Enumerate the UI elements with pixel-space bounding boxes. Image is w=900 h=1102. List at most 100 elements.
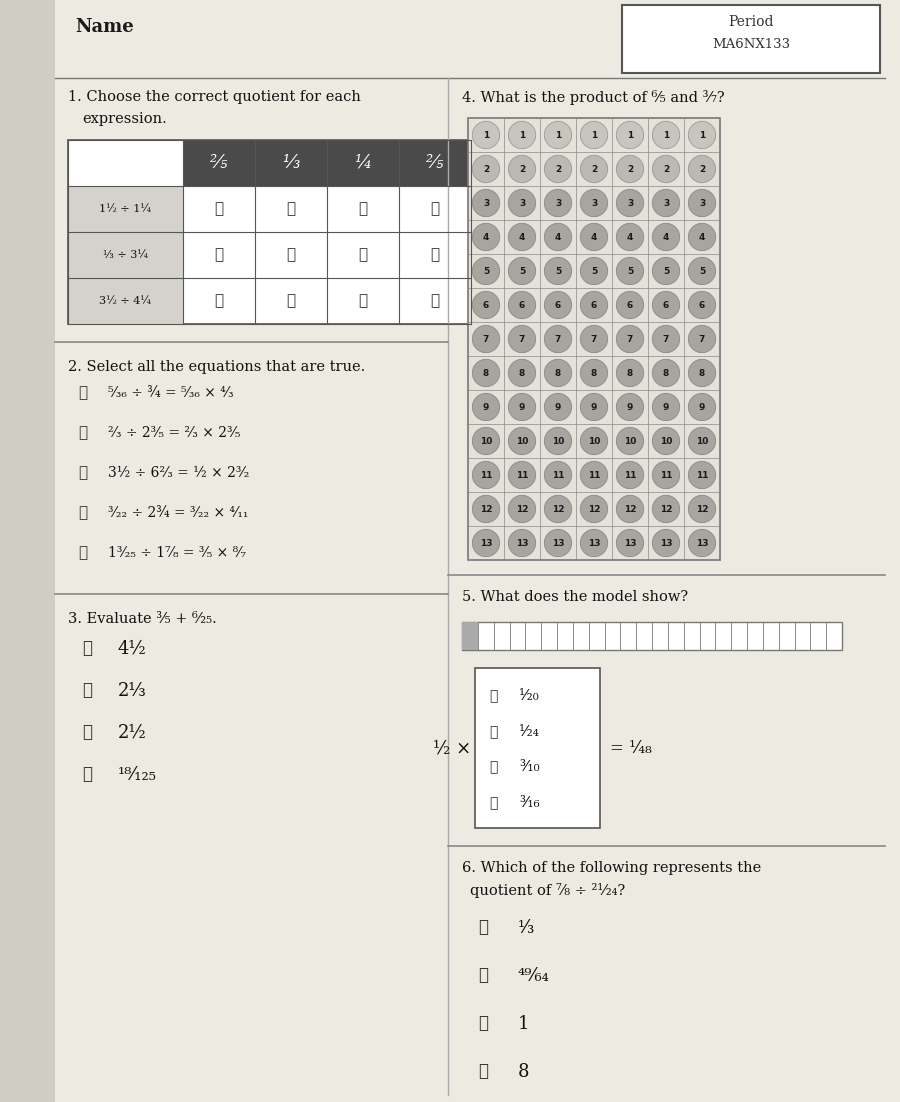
Circle shape <box>508 291 536 318</box>
Text: 9: 9 <box>482 402 490 411</box>
Text: 5: 5 <box>483 267 489 276</box>
Bar <box>475 668 600 828</box>
Text: 6: 6 <box>483 301 489 310</box>
Circle shape <box>652 325 680 353</box>
Text: 4: 4 <box>662 233 670 241</box>
Text: Ⓑ: Ⓑ <box>478 966 488 984</box>
Text: 11: 11 <box>552 471 564 479</box>
Circle shape <box>652 155 680 183</box>
Text: 8: 8 <box>627 368 633 378</box>
Text: 5: 5 <box>555 267 561 276</box>
Text: 1³⁄₂₅ ÷ 1⁷⁄₈ = ³⁄₅ × ⁸⁄₇: 1³⁄₂₅ ÷ 1⁷⁄₈ = ³⁄₅ × ⁸⁄₇ <box>108 545 246 560</box>
Circle shape <box>688 291 716 318</box>
Bar <box>622 6 880 73</box>
Text: ¼: ¼ <box>355 154 372 172</box>
Circle shape <box>544 258 572 284</box>
Text: Ⓔ: Ⓔ <box>214 248 223 262</box>
Text: 8: 8 <box>518 1063 529 1081</box>
Text: 10: 10 <box>480 436 492 445</box>
Circle shape <box>688 428 716 455</box>
Text: 2½: 2½ <box>118 724 147 742</box>
Circle shape <box>472 393 500 421</box>
Text: 1: 1 <box>483 130 489 140</box>
Text: 8: 8 <box>663 368 669 378</box>
Text: ¹⁄₂₄: ¹⁄₂₄ <box>519 725 540 738</box>
Circle shape <box>472 291 500 318</box>
Text: 5: 5 <box>663 267 669 276</box>
Circle shape <box>508 121 536 149</box>
Circle shape <box>652 291 680 318</box>
Circle shape <box>616 359 643 387</box>
Text: 4. What is the product of ⁶⁄₅ and ³⁄₇?: 4. What is the product of ⁶⁄₅ and ³⁄₇? <box>462 90 724 105</box>
Circle shape <box>472 462 500 488</box>
Text: 9: 9 <box>554 402 562 411</box>
Text: 5: 5 <box>519 267 525 276</box>
Text: 11: 11 <box>660 471 672 479</box>
Text: Ⓒ: Ⓒ <box>478 1015 488 1031</box>
Circle shape <box>616 190 643 217</box>
Text: 7: 7 <box>554 335 562 344</box>
Text: ⅓: ⅓ <box>283 154 300 172</box>
Text: quotient of ⁷⁄₈ ÷ ²¹⁄₂₄?: quotient of ⁷⁄₈ ÷ ²¹⁄₂₄? <box>470 883 626 898</box>
Text: ²⁄₃ ÷ 2³⁄₅ = ²⁄₃ × 2³⁄₅: ²⁄₃ ÷ 2³⁄₅ = ²⁄₃ × 2³⁄₅ <box>108 426 240 440</box>
Text: 12: 12 <box>516 505 528 514</box>
Circle shape <box>652 393 680 421</box>
Circle shape <box>544 190 572 217</box>
Text: 5: 5 <box>699 267 705 276</box>
Text: 1: 1 <box>663 130 669 140</box>
Text: 11: 11 <box>480 471 492 479</box>
Text: 2: 2 <box>663 164 669 173</box>
Circle shape <box>580 224 608 250</box>
Text: Ⓓ: Ⓓ <box>478 1063 488 1080</box>
Text: ³⁄₁₆: ³⁄₁₆ <box>519 796 540 810</box>
Circle shape <box>508 462 536 488</box>
Text: Ⓒ: Ⓒ <box>358 202 367 216</box>
Text: 10: 10 <box>624 436 636 445</box>
Text: ⁵⁄₃₆ ÷ ¾ = ⁵⁄₃₆ × ⁴⁄₃: ⁵⁄₃₆ ÷ ¾ = ⁵⁄₃₆ × ⁴⁄₃ <box>108 386 234 400</box>
Text: 9: 9 <box>662 402 670 411</box>
Circle shape <box>544 462 572 488</box>
Circle shape <box>544 495 572 522</box>
Circle shape <box>652 359 680 387</box>
Text: 1: 1 <box>555 130 561 140</box>
Circle shape <box>472 325 500 353</box>
Text: ³⁄₂₂ ÷ 2¾ = ³⁄₂₂ × ⁴⁄₁₁: ³⁄₂₂ ÷ 2¾ = ³⁄₂₂ × ⁴⁄₁₁ <box>108 506 248 520</box>
Text: ⅖: ⅖ <box>427 154 444 172</box>
Circle shape <box>652 190 680 217</box>
Circle shape <box>508 258 536 284</box>
Text: 9: 9 <box>518 402 526 411</box>
Circle shape <box>652 121 680 149</box>
Text: 6: 6 <box>519 301 525 310</box>
Text: 7: 7 <box>482 335 490 344</box>
Text: 5: 5 <box>591 267 597 276</box>
Text: 2: 2 <box>483 164 489 173</box>
Text: 4: 4 <box>554 233 562 241</box>
Circle shape <box>616 393 643 421</box>
Circle shape <box>616 291 643 318</box>
Text: Ⓐ: Ⓐ <box>489 690 498 703</box>
Text: 1: 1 <box>591 130 597 140</box>
Text: expression.: expression. <box>82 112 166 126</box>
Text: ⅖: ⅖ <box>211 154 228 172</box>
Circle shape <box>652 462 680 488</box>
Text: 12: 12 <box>696 505 708 514</box>
Text: 7: 7 <box>698 335 706 344</box>
Text: 8: 8 <box>591 368 597 378</box>
Text: ¹⁄₂₀: ¹⁄₂₀ <box>519 690 540 703</box>
Circle shape <box>688 529 716 557</box>
Circle shape <box>580 495 608 522</box>
Text: 6. Which of the following represents the: 6. Which of the following represents the <box>462 861 761 875</box>
Text: ⅓ ÷ 3¼: ⅓ ÷ 3¼ <box>103 250 148 260</box>
Text: 3: 3 <box>483 198 489 207</box>
Circle shape <box>580 258 608 284</box>
Circle shape <box>508 495 536 522</box>
Text: 9: 9 <box>590 402 598 411</box>
Bar <box>68 140 471 324</box>
Bar <box>0 0 55 1102</box>
Text: 10: 10 <box>516 436 528 445</box>
Text: 4: 4 <box>482 233 490 241</box>
Circle shape <box>544 529 572 557</box>
Text: 6: 6 <box>591 301 597 310</box>
Circle shape <box>616 224 643 250</box>
Text: 11: 11 <box>696 471 708 479</box>
